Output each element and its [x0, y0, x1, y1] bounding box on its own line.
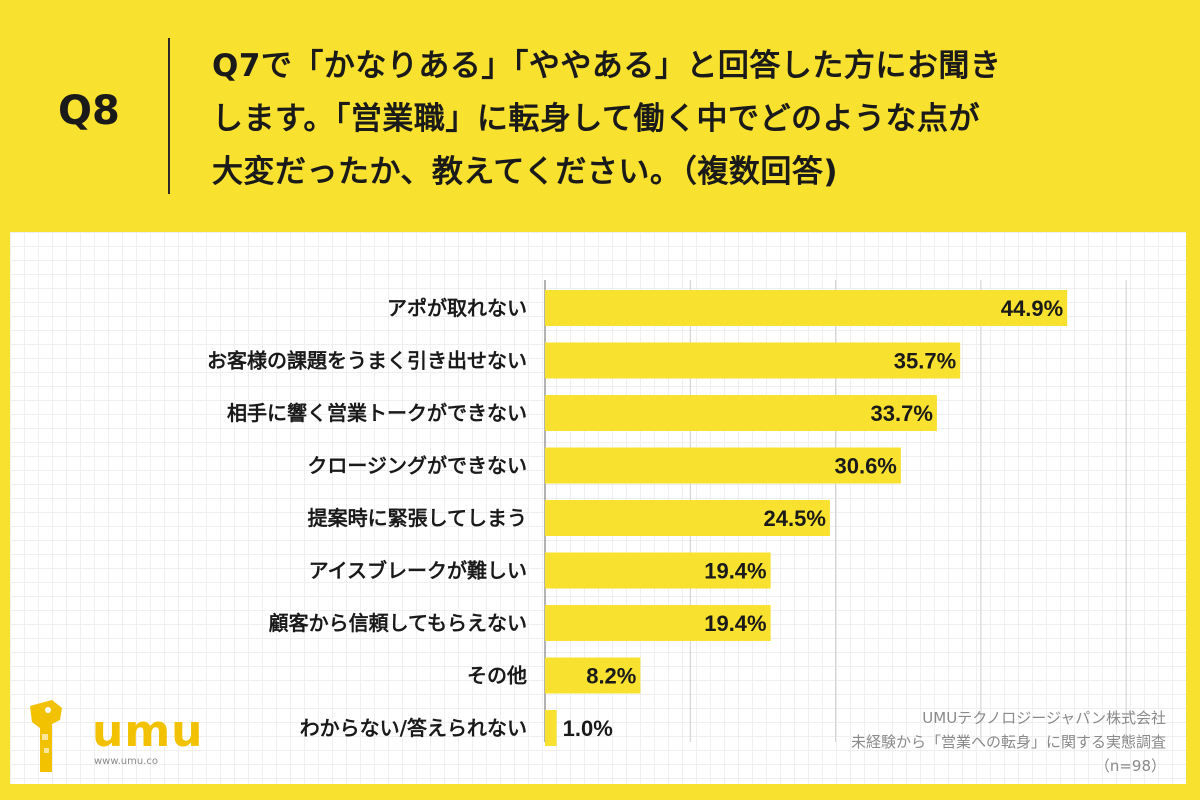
value-label-2: 33.7%: [871, 401, 933, 426]
logo-url: www.umu.co: [94, 756, 159, 767]
bar-4: [545, 500, 830, 536]
value-label-5: 19.4%: [704, 559, 766, 584]
logo-wordmark: umu: [92, 706, 204, 757]
header-divider: [168, 38, 170, 194]
question-line-1: Q7で「かなりある」「ややある」と回答した方にお聞き: [212, 48, 1002, 84]
question-line-3: 大変だったか、教えてください。（複数回答): [212, 154, 839, 190]
value-label-4: 24.5%: [764, 506, 826, 531]
bar-2: [545, 395, 937, 431]
question-text: Q7で「かなりある」「ややある」と回答した方にお聞き します。「営業職」に転身し…: [212, 40, 1172, 199]
bar-8: [545, 710, 557, 746]
category-label-5: アイスブレークが難しい: [309, 559, 527, 583]
bar-5: [545, 552, 771, 589]
source-sample-size: （n=98）: [1094, 757, 1166, 775]
value-label-7: 8.2%: [586, 664, 636, 689]
category-label-6: 顧客から信頼してもらえない: [269, 611, 527, 635]
bar-7: [545, 657, 641, 694]
bar-3: [545, 447, 901, 484]
value-label-1: 35.7%: [894, 349, 956, 374]
value-label-6: 19.4%: [704, 611, 766, 636]
category-label-2: 相手に響く営業トークができない: [227, 401, 527, 425]
question-line-2: します。「営業職」に転身して働く中でどのような点が: [212, 101, 980, 137]
giraffe-logo-icon: [30, 700, 62, 772]
source-company: UMUテクノロジージャパン株式会社: [922, 709, 1166, 727]
category-label-7: その他: [467, 664, 527, 688]
bar-0: [545, 290, 1068, 326]
value-label-3: 30.6%: [834, 454, 896, 479]
category-label-1: お客様の課題をうまく引き出せない: [207, 349, 527, 373]
category-label-8: わからない/答えられない: [300, 716, 527, 740]
source-note: UMUテクノロジージャパン株式会社 未経験から「営業への転身」に関する実態調査 …: [851, 706, 1166, 778]
value-label-0: 44.9%: [1001, 296, 1063, 321]
category-label-3: クロージングができない: [307, 454, 527, 478]
bar-6: [545, 605, 771, 641]
value-label-8: 1.0%: [563, 716, 613, 741]
question-number: Q8: [58, 88, 120, 134]
bar-1: [545, 342, 961, 379]
category-label-0: アポが取れない: [387, 296, 527, 320]
umu-logo: umu www.umu.co: [22, 698, 203, 778]
category-label-4: 提案時に緊張してしまう: [308, 506, 527, 530]
source-survey: 未経験から「営業への転身」に関する実態調査: [850, 733, 1166, 751]
